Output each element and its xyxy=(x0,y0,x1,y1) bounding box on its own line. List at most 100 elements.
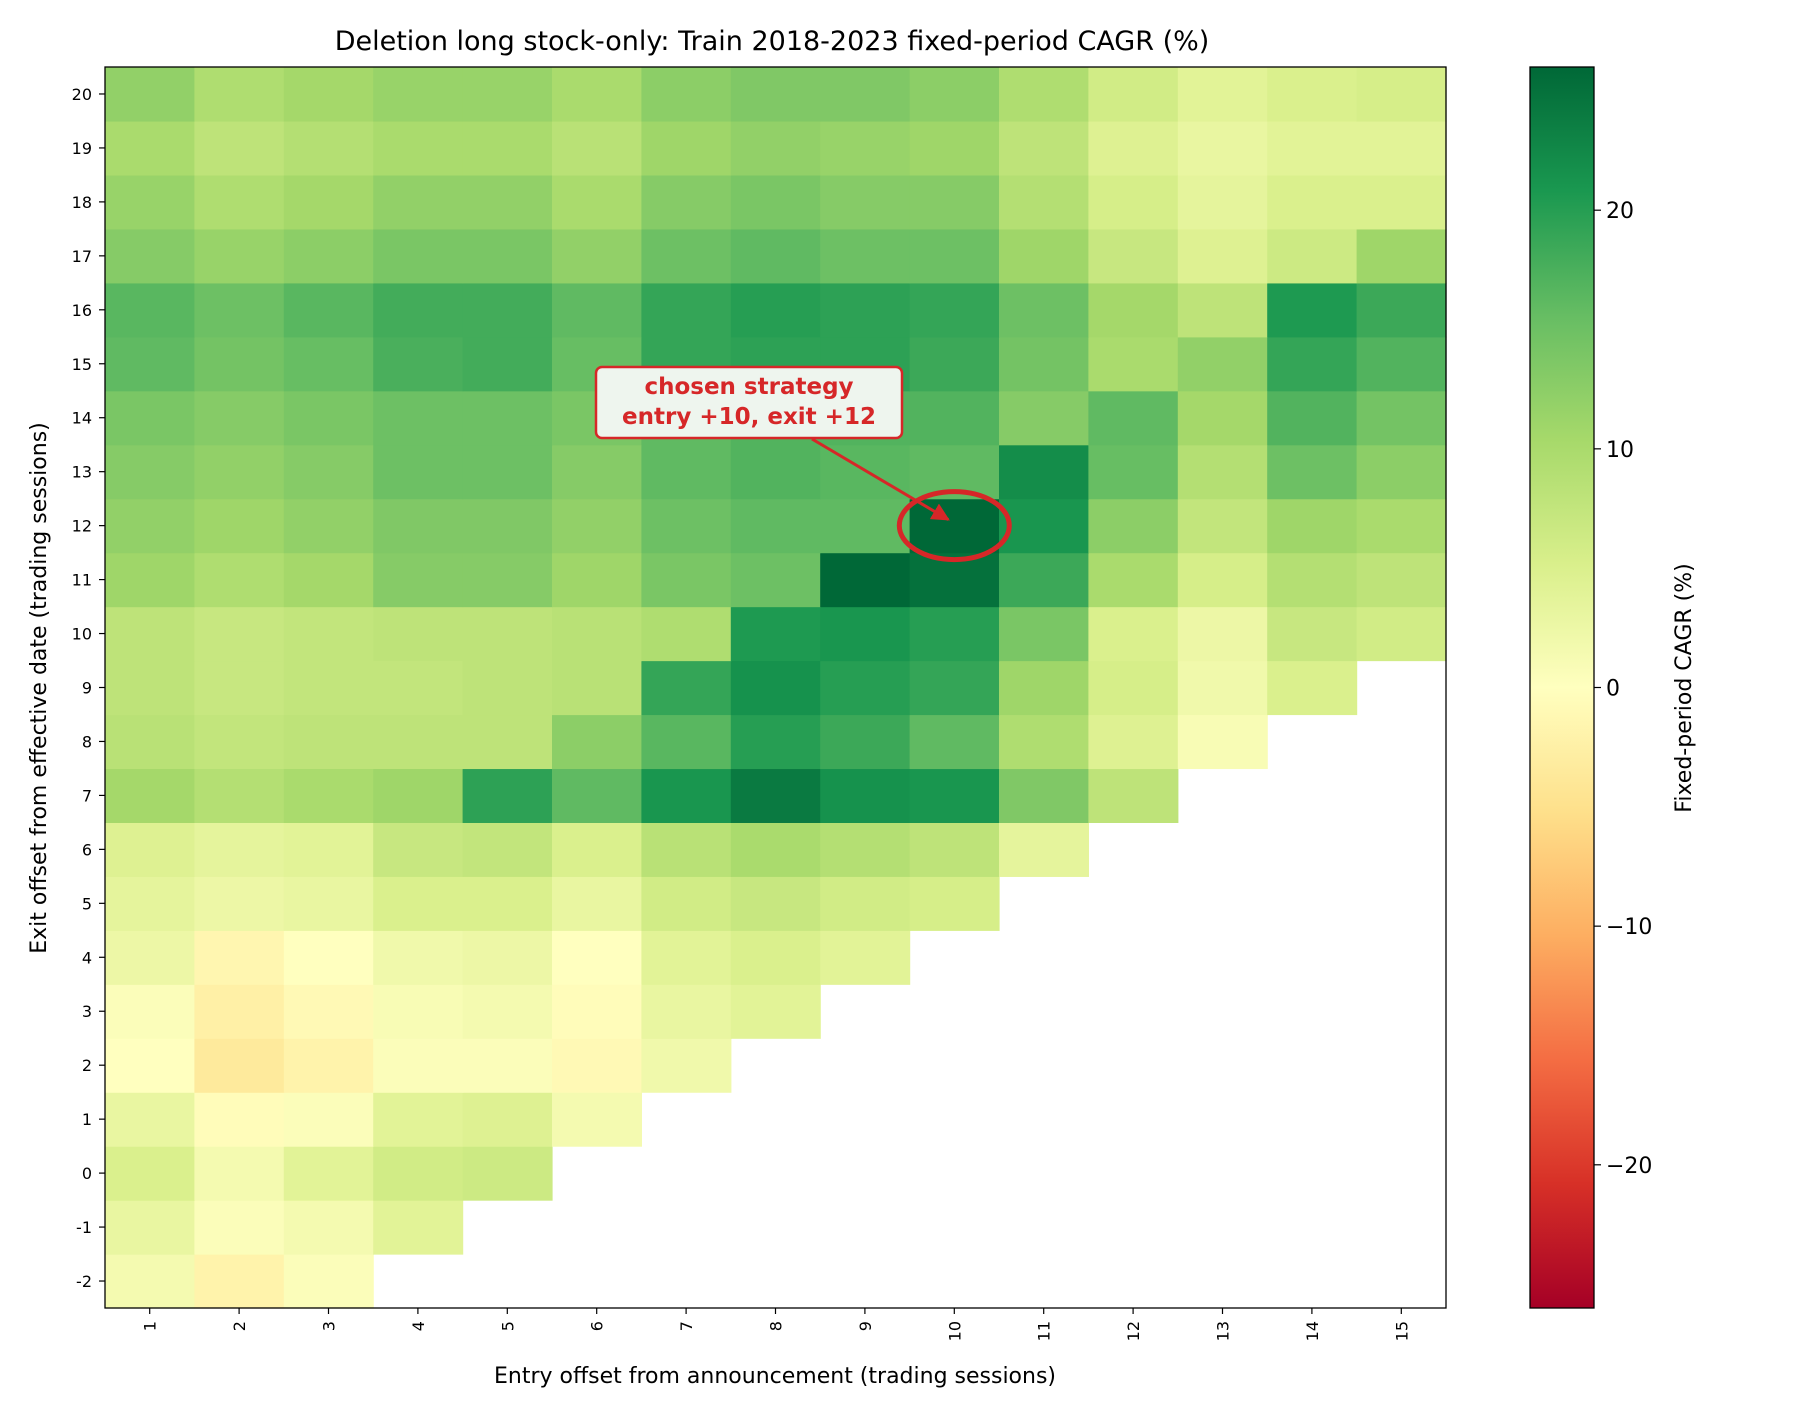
heatmap-cell xyxy=(999,768,1089,823)
heatmap-cell xyxy=(194,822,285,877)
chart-title: Deletion long stock-only: Train 2018-202… xyxy=(335,26,1210,57)
heatmap-cell xyxy=(283,174,374,230)
heatmap-cell xyxy=(1356,444,1447,500)
heatmap-cell xyxy=(462,67,553,122)
heatmap-cell xyxy=(641,444,732,500)
heatmap-cell xyxy=(194,282,285,338)
heatmap-cell xyxy=(1267,336,1358,392)
heatmap-cell xyxy=(373,282,464,338)
heatmap-cell xyxy=(194,390,285,446)
x-tick-label: 11 xyxy=(1035,1321,1054,1341)
heatmap-cells xyxy=(105,67,1447,1309)
y-tick-label: 9 xyxy=(82,679,92,698)
heatmap-cell xyxy=(373,444,464,500)
heatmap-cell xyxy=(105,660,195,716)
heatmap-cell xyxy=(730,498,821,554)
y-tick-label: 15 xyxy=(72,355,92,374)
heatmap-cell xyxy=(1177,444,1268,500)
heatmap-cell xyxy=(641,606,732,662)
heatmap-cell xyxy=(730,552,821,608)
heatmap-cell xyxy=(283,984,374,1039)
colorbar xyxy=(1530,67,1594,1308)
heatmap-cell xyxy=(820,714,911,770)
heatmap-cell xyxy=(1356,67,1447,122)
heatmap-cell xyxy=(1267,552,1358,608)
heatmap-cell xyxy=(373,1038,464,1093)
heatmap-cell xyxy=(1088,498,1179,554)
y-tick-label: 10 xyxy=(72,625,92,644)
heatmap-cell xyxy=(730,282,821,338)
highlight-ellipse xyxy=(896,489,1012,563)
heatmap-cell xyxy=(462,174,553,230)
heatmap-cell xyxy=(999,390,1089,446)
y-tick-label: 6 xyxy=(82,840,92,859)
heatmap-cell xyxy=(730,67,821,122)
heatmap-cell xyxy=(194,67,285,122)
heatmap-cell xyxy=(105,120,195,176)
heatmap-cell xyxy=(999,498,1089,554)
heatmap-cell xyxy=(283,552,374,608)
heatmap-cell xyxy=(641,67,732,122)
colorbar-tick-label: −20 xyxy=(1606,1154,1652,1179)
heatmap-cell xyxy=(1356,174,1447,230)
heatmap-cell xyxy=(730,120,821,176)
heatmap-cell xyxy=(283,930,374,985)
heatmap-cell xyxy=(552,444,642,500)
heatmap-cell xyxy=(1267,498,1358,554)
heatmap-cell xyxy=(999,67,1089,122)
x-tick-label: 8 xyxy=(767,1321,786,1331)
heatmap-cell xyxy=(1177,282,1268,338)
y-tick-label: 12 xyxy=(72,517,92,536)
heatmap-cell xyxy=(373,660,464,716)
heatmap-cell xyxy=(373,1200,464,1255)
heatmap-cell xyxy=(283,390,374,446)
heatmap-cell xyxy=(1088,336,1179,392)
heatmap-cell xyxy=(373,498,464,554)
heatmap-cell xyxy=(1088,444,1179,500)
heatmap-cell xyxy=(909,336,1000,392)
heatmap-cell xyxy=(105,984,195,1039)
heatmap-cell xyxy=(283,67,374,122)
heatmap-cell xyxy=(1267,282,1358,338)
heatmap-cell xyxy=(283,822,374,877)
x-tick-label: 15 xyxy=(1392,1321,1411,1341)
heatmap-cell xyxy=(373,606,464,662)
heatmap-cell xyxy=(1267,228,1358,284)
heatmap-cell xyxy=(1088,390,1179,446)
heatmap-cell xyxy=(641,984,732,1039)
colorbar-tick-label: 20 xyxy=(1606,199,1634,224)
y-tick-label: 1 xyxy=(82,1110,92,1129)
heatmap-cell xyxy=(641,282,732,338)
heatmap-cell xyxy=(1088,552,1179,608)
heatmap-cell xyxy=(552,876,642,931)
heatmap-cell xyxy=(1356,282,1447,338)
heatmap-cell xyxy=(641,822,732,877)
heatmap-cell xyxy=(1088,67,1179,122)
heatmap-cell xyxy=(373,336,464,392)
x-tick-label: 4 xyxy=(409,1321,428,1331)
heatmap-cell xyxy=(373,228,464,284)
heatmap-cell xyxy=(373,552,464,608)
heatmap-cell xyxy=(105,606,195,662)
heatmap-cell xyxy=(820,606,911,662)
y-tick-label: 5 xyxy=(82,894,92,913)
heatmap-cell xyxy=(1356,336,1447,392)
heatmap-cell xyxy=(909,120,1000,176)
heatmap-cell xyxy=(283,714,374,770)
y-tick-label: -2 xyxy=(76,1272,92,1291)
x-tick-label: 2 xyxy=(230,1321,249,1331)
heatmap-cell xyxy=(105,714,195,770)
heatmap-cell xyxy=(462,1146,553,1201)
heatmap-cell xyxy=(1356,228,1447,284)
heatmap-cell xyxy=(462,390,553,446)
heatmap-cell xyxy=(552,606,642,662)
heatmap-cell xyxy=(552,984,642,1039)
heatmap-cell xyxy=(373,984,464,1039)
heatmap-cell xyxy=(283,1146,374,1201)
heatmap-cell xyxy=(1267,444,1358,500)
heatmap-cell xyxy=(730,822,821,877)
heatmap-cell xyxy=(105,930,195,985)
heatmap-cell xyxy=(194,714,285,770)
x-tick-label: 14 xyxy=(1303,1321,1322,1341)
colorbar-ticks: 20 10 0 −10 −20 xyxy=(1594,199,1652,1179)
